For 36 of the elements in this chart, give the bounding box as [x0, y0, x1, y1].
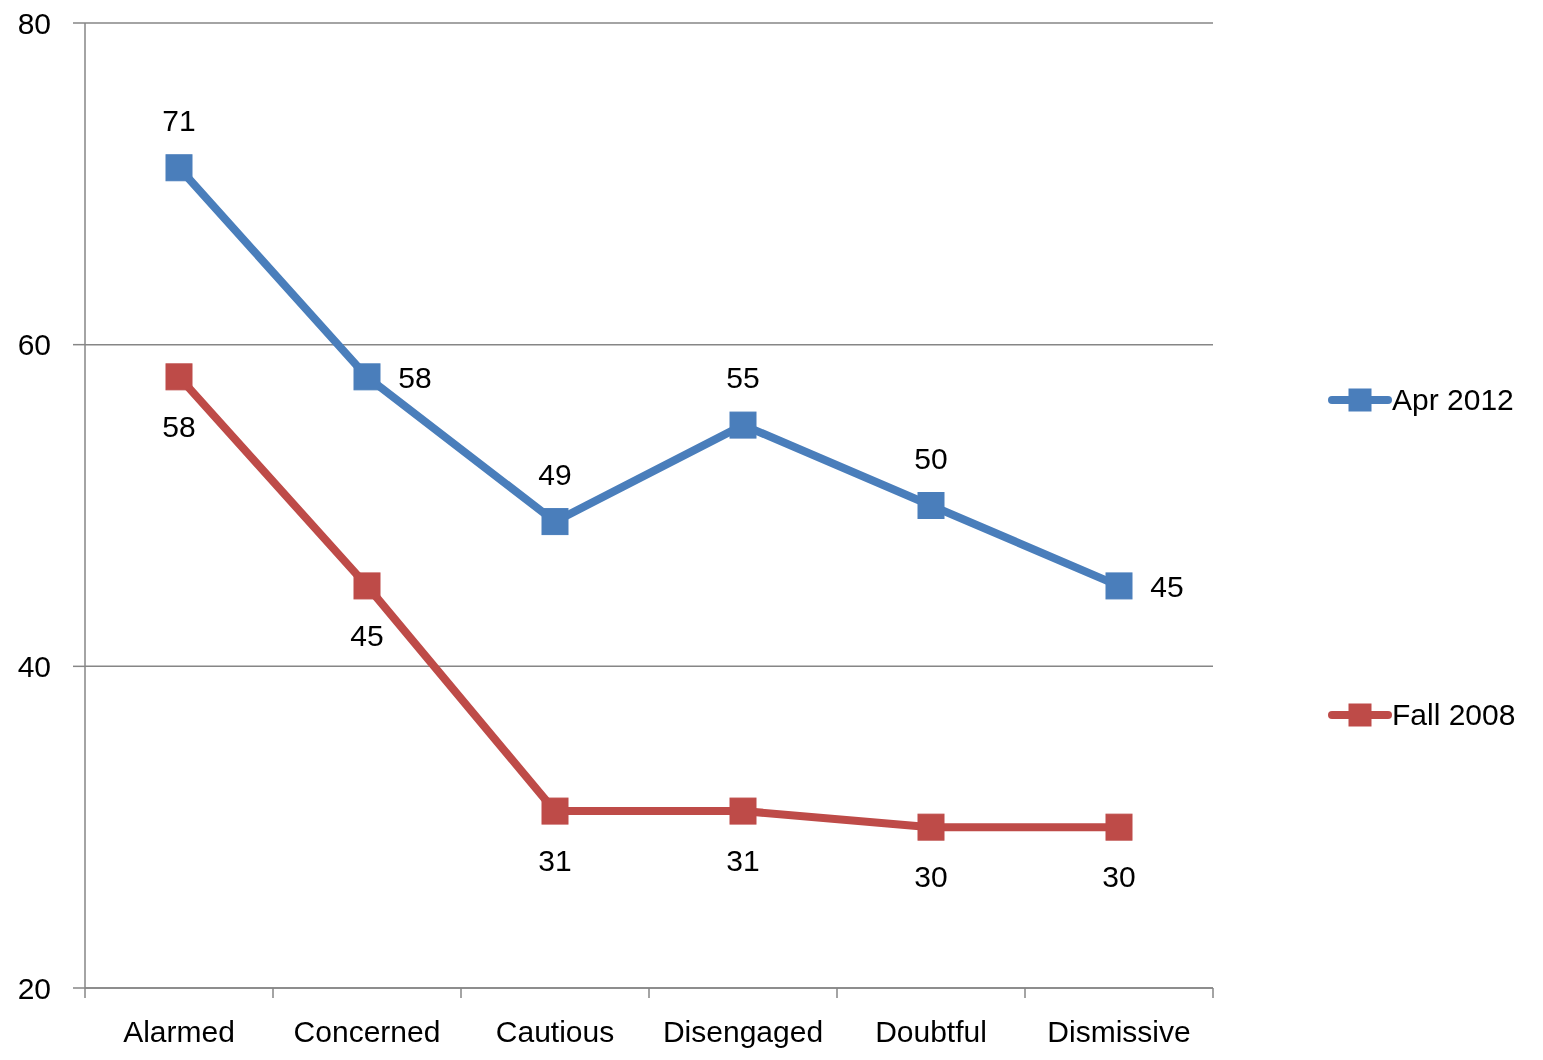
data-label: 31	[538, 844, 572, 878]
point	[1105, 572, 1133, 600]
x-tick-label: Cautious	[495, 1015, 615, 1048]
legend-label: Fall 2008	[1392, 698, 1516, 732]
point	[1105, 813, 1133, 841]
data-label: 58	[162, 409, 196, 443]
legend-label: Apr 2012	[1392, 383, 1514, 417]
point	[917, 813, 945, 841]
y-tick-label: 60	[17, 328, 51, 362]
point	[729, 411, 757, 439]
data-label: 30	[1102, 860, 1136, 894]
point	[353, 363, 381, 391]
x-tick-label: Doubtful	[875, 1015, 987, 1048]
point	[917, 492, 945, 519]
y-tick-label: 80	[17, 6, 51, 40]
data-label: 50	[914, 441, 948, 475]
x-tick-label: Alarmed	[123, 1015, 235, 1048]
data-label: 31	[726, 844, 760, 878]
y-tick-label: 20	[17, 971, 51, 1005]
data-label: 45	[1150, 569, 1184, 603]
data-label: 49	[538, 457, 572, 491]
data-label: 55	[726, 361, 760, 395]
data-label: 58	[398, 360, 432, 394]
point	[729, 797, 757, 825]
point	[165, 154, 193, 182]
data-label: 45	[350, 618, 384, 652]
y-tick-label: 40	[17, 649, 51, 683]
data-label: 71	[162, 103, 196, 137]
point	[165, 363, 193, 391]
point	[541, 508, 569, 536]
data-label: 30	[914, 860, 948, 894]
point	[541, 797, 569, 825]
x-tick-label: Concerned	[293, 1015, 441, 1048]
x-tick-label: Dismissive	[1047, 1015, 1191, 1048]
point	[353, 572, 381, 600]
x-tick-label: Disengaged	[662, 1015, 824, 1048]
